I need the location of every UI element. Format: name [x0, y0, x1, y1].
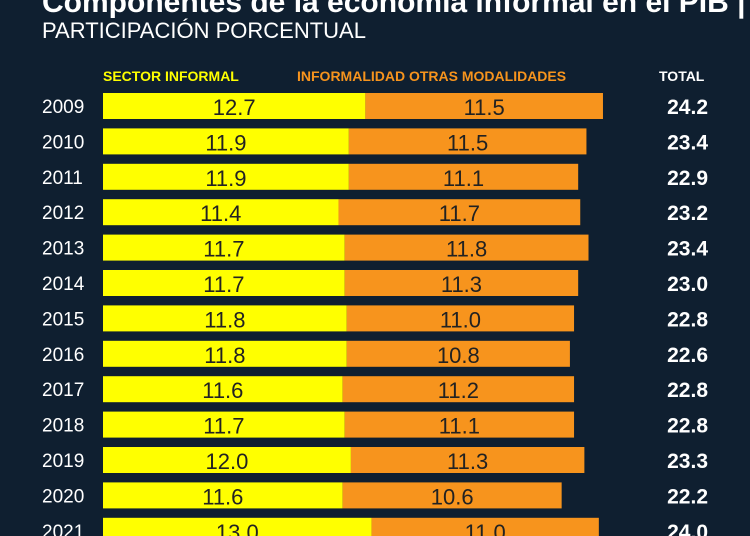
bar-sector-informal: [103, 376, 343, 403]
total-label: 22.9: [667, 167, 708, 190]
year-label: 2009: [42, 97, 84, 118]
total-label: 22.8: [667, 308, 708, 331]
data-label: 11.3: [447, 449, 488, 474]
year-label: 2010: [42, 132, 84, 153]
year-label: 2017: [42, 380, 84, 401]
total-label: 22.6: [667, 344, 708, 367]
year-label: 2021: [42, 522, 84, 536]
bar-otras-modalidades: [365, 93, 603, 119]
bar-sector-informal: [103, 128, 349, 155]
data-label: 11.6: [202, 484, 243, 509]
bar-sector-informal: [103, 340, 347, 367]
bar-otras-modalidades: [344, 411, 575, 438]
data-label: 11.3: [441, 272, 482, 297]
data-label: 11.9: [205, 130, 246, 155]
bar-otras-modalidades: [346, 305, 575, 332]
bar-otras-modalidades: [344, 270, 579, 296]
data-label: 11.5: [464, 95, 505, 120]
year-label: 2019: [42, 451, 84, 472]
data-label: 11.7: [203, 414, 244, 439]
total-label: 23.3: [667, 450, 708, 473]
bar-sector-informal: [103, 163, 349, 190]
year-label: 2018: [42, 416, 84, 437]
data-label: 11.1: [439, 414, 480, 439]
year-label: 2016: [42, 345, 84, 366]
bar-otras-modalidades: [342, 482, 562, 509]
data-label: 11.7: [203, 237, 244, 262]
bar-sector-informal: [103, 270, 345, 296]
data-label: 11.0: [465, 520, 506, 536]
bar-otras-modalidades: [342, 376, 575, 403]
total-label: 23.4: [667, 131, 708, 154]
chart-subtitle: PARTICIPACIÓN PORCENTUAL: [42, 18, 366, 43]
legend-sector-informal: SECTOR INFORMAL: [103, 68, 239, 84]
data-label: 10.6: [431, 484, 474, 509]
total-label: 23.0: [667, 273, 708, 296]
total-label: 23.4: [667, 238, 708, 261]
bar-otras-modalidades: [346, 340, 570, 367]
bar-sector-informal: [103, 447, 351, 473]
legend-total: TOTAL: [659, 68, 705, 84]
total-label: 24.2: [667, 96, 708, 119]
year-label: 2013: [42, 239, 84, 260]
data-label: 11.5: [447, 130, 488, 155]
bar-sector-informal: [103, 517, 372, 536]
data-label: 11.8: [204, 343, 245, 368]
year-label: 2015: [42, 309, 84, 330]
data-label: 11.4: [200, 201, 241, 226]
bar-sector-informal: [103, 411, 345, 438]
total-label: 22.8: [667, 415, 708, 438]
bar-otras-modalidades: [348, 163, 579, 190]
year-label: 2012: [42, 203, 84, 224]
total-label: 22.2: [667, 485, 708, 508]
chart-title: Componentes de la economía informal en e…: [42, 0, 746, 19]
data-label: 11.6: [202, 378, 243, 403]
bar-otras-modalidades: [350, 447, 585, 473]
total-label: 23.2: [667, 202, 708, 225]
year-label: 2014: [42, 274, 85, 295]
bar-sector-informal: [103, 482, 343, 509]
bar-sector-informal: [103, 199, 339, 226]
data-label: 11.9: [205, 166, 246, 191]
data-label: 12.0: [206, 449, 249, 474]
bar-otras-modalidades: [338, 199, 581, 226]
data-label: 11.7: [203, 272, 244, 297]
legend-otras-modalidades: INFORMALIDAD OTRAS MODALIDADES: [297, 68, 567, 84]
bar-otras-modalidades: [344, 234, 589, 261]
year-label: 2011: [42, 168, 83, 189]
data-label: 13.0: [216, 520, 259, 536]
year-label: 2020: [42, 486, 84, 507]
bar-sector-informal: [103, 93, 366, 119]
data-label: 11.0: [440, 307, 481, 332]
bar-sector-informal: [103, 234, 345, 261]
data-label: 11.2: [438, 378, 479, 403]
bar-otras-modalidades: [371, 517, 599, 536]
data-label: 11.8: [446, 237, 487, 262]
data-label: 11.1: [443, 166, 484, 191]
total-label: 22.8: [667, 379, 708, 402]
bar-sector-informal: [103, 305, 347, 332]
data-label: 11.7: [439, 201, 480, 226]
data-label: 11.8: [204, 307, 245, 332]
bar-otras-modalidades: [348, 128, 587, 155]
data-label: 12.7: [213, 95, 256, 120]
data-label: 10.8: [437, 343, 480, 368]
total-label: 24.0: [667, 521, 708, 536]
